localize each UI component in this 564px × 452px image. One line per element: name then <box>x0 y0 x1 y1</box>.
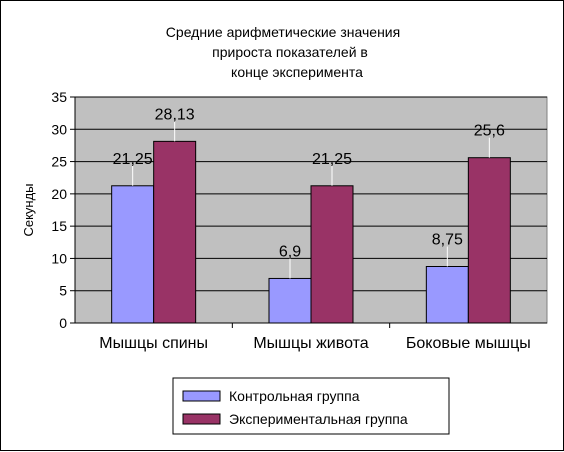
y-tick-label: 25 <box>51 154 67 170</box>
bar-control <box>425 266 469 324</box>
data-label: 28,13 <box>155 106 195 123</box>
x-category-label: Мышцы живота <box>253 335 368 352</box>
bar-experimental <box>153 140 197 324</box>
bar-experimental <box>467 157 511 324</box>
y-tick-label: 0 <box>59 315 67 331</box>
y-tick-label: 15 <box>51 218 67 234</box>
chart-title-line-3: конце эксперимента <box>231 64 363 80</box>
data-label: 25,6 <box>474 123 505 140</box>
bar-control <box>111 185 155 324</box>
legend-label-control: Контрольная группа <box>229 388 360 404</box>
legend-box <box>172 377 450 435</box>
legend-label-experimental: Экспериментальная группа <box>229 411 408 427</box>
y-tick-label: 35 <box>51 89 67 105</box>
legend-swatch-experimental <box>182 413 221 425</box>
data-label: 21,25 <box>113 151 153 168</box>
y-tick-label: 20 <box>51 186 67 202</box>
legend: Контрольная группа Экспериментальная гру… <box>172 377 450 435</box>
data-label: 8,75 <box>432 232 463 249</box>
chart-title-line-1: Средние арифметические значения <box>166 24 400 40</box>
bar-experimental <box>310 185 354 324</box>
data-label: 21,25 <box>312 151 352 168</box>
chart-title-line-2: прироста показателей в <box>212 44 368 60</box>
bar-control <box>268 277 312 324</box>
x-category-label: Боковые мышцы <box>406 335 531 352</box>
legend-swatch-control <box>182 390 221 402</box>
y-axis-title: Секунды <box>21 183 36 236</box>
x-category-label: Мышцы спины <box>99 335 208 352</box>
y-tick-label: 30 <box>51 121 67 137</box>
y-tick-label: 5 <box>59 283 67 299</box>
data-label: 6,9 <box>279 243 301 260</box>
y-tick-label: 10 <box>51 250 67 266</box>
